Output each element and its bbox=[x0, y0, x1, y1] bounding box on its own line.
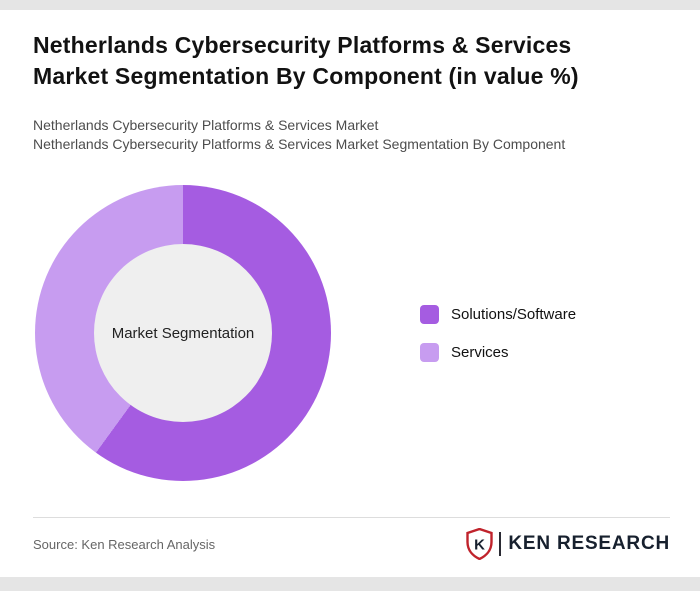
logo-text: KEN RESEARCH bbox=[508, 533, 670, 554]
legend-label: Services bbox=[451, 344, 509, 361]
donut-hole: Market Segmentation bbox=[94, 244, 272, 422]
subtitle-block: Netherlands Cybersecurity Platforms & Se… bbox=[33, 116, 565, 154]
source-text: Source: Ken Research Analysis bbox=[33, 537, 216, 552]
page-title: Netherlands Cybersecurity Platforms & Se… bbox=[33, 32, 579, 89]
legend-swatch bbox=[420, 305, 439, 324]
footer-divider bbox=[33, 517, 670, 518]
legend-item: Services bbox=[420, 343, 576, 362]
donut-center-label: Market Segmentation bbox=[111, 324, 255, 342]
legend: Solutions/Software Services bbox=[420, 305, 576, 381]
subtitle-line-1: Netherlands Cybersecurity Platforms & Se… bbox=[33, 117, 379, 133]
shield-k-icon: K bbox=[466, 528, 494, 560]
logo-divider-bar bbox=[499, 532, 502, 556]
legend-label: Solutions/Software bbox=[451, 306, 577, 323]
legend-item: Solutions/Software bbox=[420, 305, 576, 324]
legend-swatch bbox=[420, 343, 439, 362]
ken-research-logo: K KEN RESEARCH bbox=[466, 527, 670, 561]
chart-card: Netherlands Cybersecurity Platforms & Se… bbox=[0, 10, 700, 577]
donut-chart: Market Segmentation bbox=[35, 185, 331, 481]
svg-text:K: K bbox=[474, 537, 485, 554]
subtitle-line-2: Netherlands Cybersecurity Platforms & Se… bbox=[33, 136, 566, 152]
